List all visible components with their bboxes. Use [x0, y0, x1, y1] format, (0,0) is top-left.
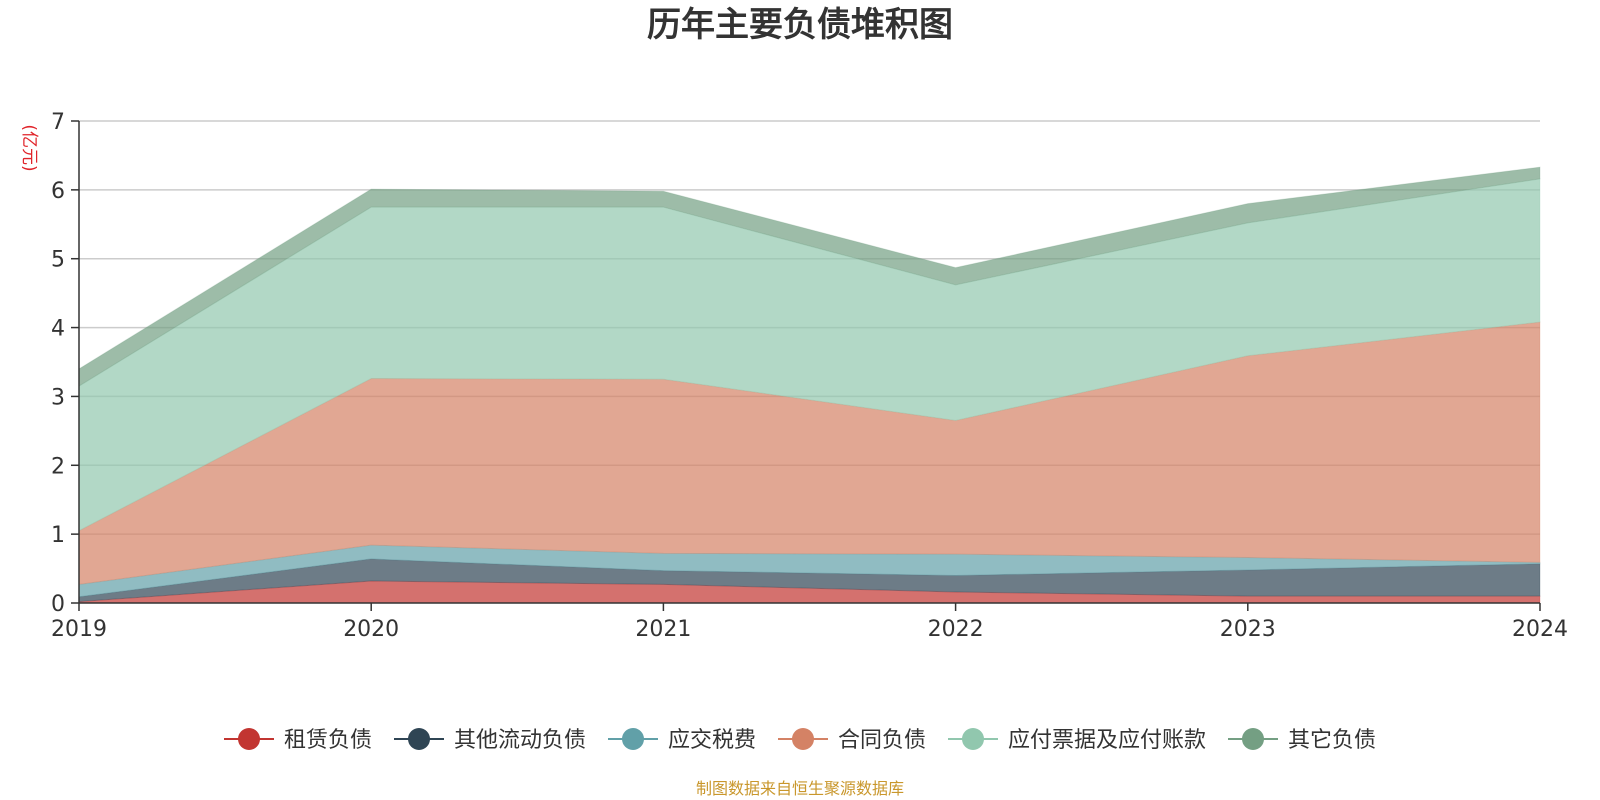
- legend-marker-dot-3: [792, 728, 814, 750]
- x-tick-label-2023: 2023: [1220, 617, 1276, 642]
- data-source-note: 制图数据来自恒生聚源数据库: [696, 779, 904, 798]
- legend-item-5[interactable]: 其它负债: [1228, 728, 1376, 753]
- x-tick-label-2020: 2020: [343, 617, 399, 642]
- y-tick-label-0: 0: [51, 592, 65, 617]
- legend-label-4: 应付票据及应付账款: [1008, 728, 1206, 753]
- y-tick-label-1: 1: [51, 523, 65, 548]
- legend-label-1: 其他流动负债: [454, 728, 586, 753]
- stacked-areas: [78, 166, 1541, 604]
- x-tick-label-2021: 2021: [635, 617, 691, 642]
- y-tick-label-2: 2: [51, 454, 65, 479]
- legend-item-4[interactable]: 应付票据及应付账款: [948, 728, 1206, 753]
- x-tick-label-2019: 2019: [51, 617, 107, 642]
- legend-marker-dot-2: [622, 728, 644, 750]
- legend-marker-dot-0: [238, 728, 260, 750]
- chart-title: 历年主要负债堆积图: [647, 5, 953, 45]
- y-tick-label-6: 6: [51, 179, 65, 204]
- y-axis-unit-label: (亿元): [19, 124, 39, 171]
- legend-item-3[interactable]: 合同负债: [778, 728, 926, 753]
- legend-item-2[interactable]: 应交税费: [608, 728, 756, 753]
- legend-marker-dot-5: [1242, 728, 1264, 750]
- y-tick-label-5: 5: [51, 248, 65, 273]
- legend-item-1[interactable]: 其他流动负债: [394, 728, 586, 753]
- legend-label-0: 租赁负债: [284, 728, 372, 753]
- y-tick-label-3: 3: [51, 385, 65, 410]
- axes: 0 1 2 3 4 5 6 7 2019 2020 2021 2022 2023 2024: [51, 110, 1568, 642]
- legend-label-2: 应交税费: [668, 728, 756, 753]
- x-tick-label-2024: 2024: [1512, 617, 1568, 642]
- x-tick-label-2022: 2022: [928, 617, 984, 642]
- y-tick-label-7: 7: [51, 110, 65, 135]
- legend: 租赁负债 其他流动负债 应交税费 合同负债 应付票据及应付账款 其它负债: [224, 728, 1376, 753]
- legend-item-0[interactable]: 租赁负债: [224, 728, 372, 753]
- area-series-5: [78, 166, 1541, 387]
- legend-marker-dot-1: [408, 728, 430, 750]
- legend-label-5: 其它负债: [1288, 728, 1376, 753]
- y-tick-label-4: 4: [51, 317, 65, 342]
- legend-label-3: 合同负债: [838, 728, 926, 753]
- legend-marker-dot-4: [962, 728, 984, 750]
